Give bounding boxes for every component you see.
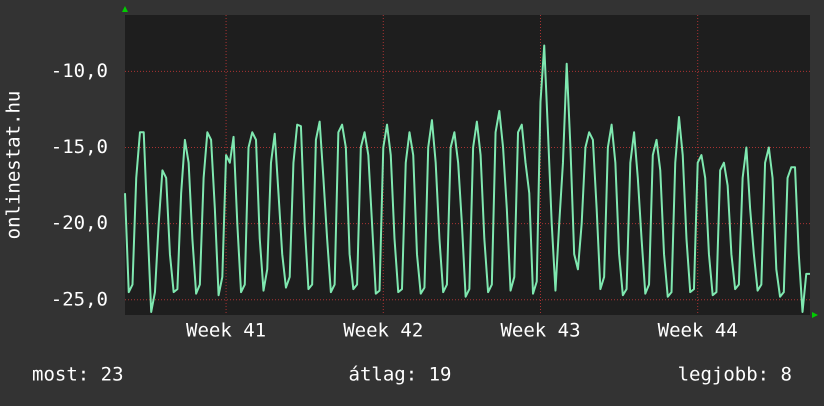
axis-arrow [122, 6, 128, 12]
y-tick-label: -15,0 [51, 136, 108, 158]
data-line [124, 44, 810, 313]
y-tick-label: -10,0 [51, 60, 108, 82]
y-tick-label: -20,0 [51, 212, 108, 234]
stat-current: most: 23 [32, 364, 124, 386]
x-tick-label: Week 44 [658, 320, 738, 342]
stat-average: átlag: 19 [349, 364, 452, 386]
axis-arrow [812, 312, 818, 318]
y-axis-label: onlinestat.hu [3, 91, 25, 240]
stat-best: legjobb: 8 [678, 364, 792, 386]
x-tick-label: Week 41 [186, 320, 266, 342]
plot-area [125, 15, 810, 315]
x-tick-label: Week 42 [343, 320, 423, 342]
x-tick-label: Week 43 [500, 320, 580, 342]
y-tick-label: -25,0 [51, 288, 108, 310]
